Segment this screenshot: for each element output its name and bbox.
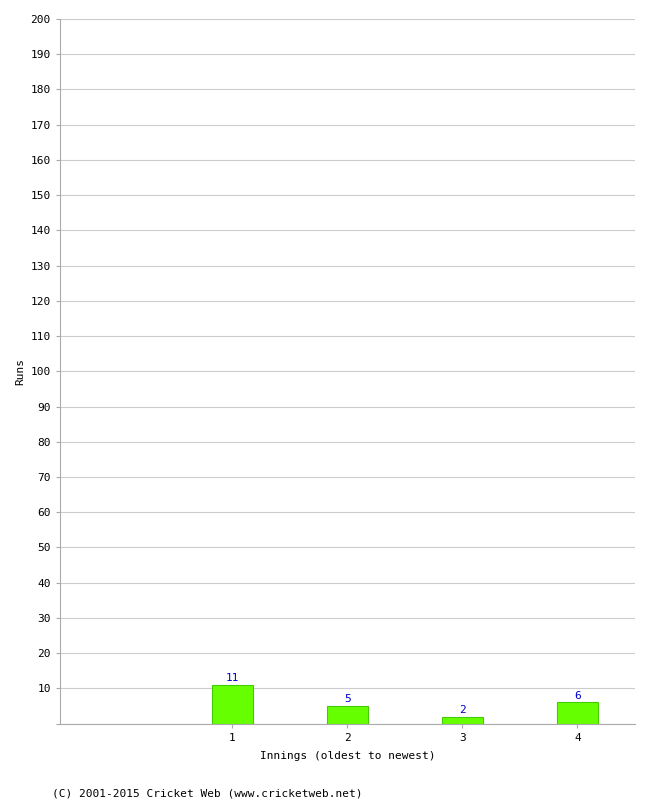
- Text: (C) 2001-2015 Cricket Web (www.cricketweb.net): (C) 2001-2015 Cricket Web (www.cricketwe…: [52, 788, 363, 798]
- Text: 2: 2: [459, 705, 466, 715]
- Text: 6: 6: [574, 690, 581, 701]
- X-axis label: Innings (oldest to newest): Innings (oldest to newest): [259, 751, 435, 761]
- Y-axis label: Runs: Runs: [15, 358, 25, 385]
- Text: 5: 5: [344, 694, 351, 704]
- Bar: [213, 685, 252, 724]
- Text: 11: 11: [226, 673, 239, 683]
- Bar: [442, 717, 482, 724]
- Bar: [557, 702, 597, 724]
- Bar: [328, 706, 367, 724]
